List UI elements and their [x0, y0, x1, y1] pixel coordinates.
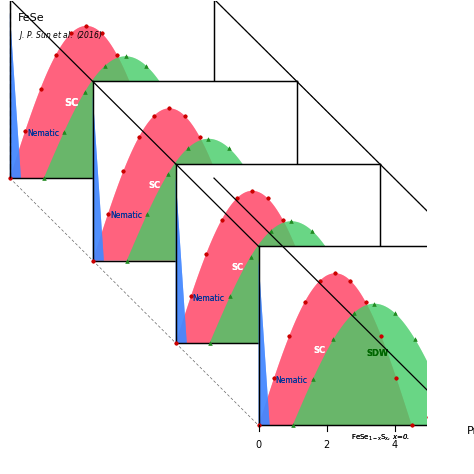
Polygon shape: [210, 221, 373, 343]
Polygon shape: [93, 96, 104, 261]
Text: SC: SC: [231, 264, 243, 273]
Polygon shape: [10, 26, 163, 178]
Text: $\mathrm{FeSe_{1-x}S_x}$, $x$=0.: $\mathrm{FeSe_{1-x}S_x}$, $x$=0.: [352, 433, 410, 443]
Polygon shape: [176, 191, 329, 343]
Text: $\mathrm{FeSe_{1-x}S_x}$, $x$=0.: $\mathrm{FeSe_{1-x}S_x}$, $x$=0.: [352, 433, 410, 443]
Polygon shape: [10, 0, 214, 178]
Polygon shape: [259, 273, 412, 426]
Text: SC: SC: [231, 264, 243, 273]
Text: SDW: SDW: [116, 101, 142, 111]
Polygon shape: [259, 246, 463, 426]
Text: SDW: SDW: [283, 267, 306, 276]
Polygon shape: [44, 56, 207, 178]
Polygon shape: [210, 221, 373, 343]
Text: SC: SC: [148, 181, 160, 190]
Polygon shape: [93, 109, 246, 261]
Text: Nematic: Nematic: [27, 129, 59, 138]
Polygon shape: [10, 26, 163, 178]
Polygon shape: [10, 13, 21, 178]
Polygon shape: [10, 13, 21, 178]
Polygon shape: [44, 56, 207, 178]
Polygon shape: [93, 109, 246, 261]
Text: Nematic: Nematic: [276, 376, 308, 385]
Text: SC: SC: [148, 181, 160, 190]
Text: Nematic: Nematic: [110, 211, 142, 220]
Text: SDW: SDW: [201, 184, 223, 193]
Polygon shape: [292, 304, 456, 426]
Polygon shape: [259, 261, 270, 426]
Text: FeSe: FeSe: [18, 12, 45, 23]
Text: SDW: SDW: [201, 184, 223, 193]
Polygon shape: [93, 82, 297, 261]
Text: Nematic: Nematic: [193, 294, 225, 303]
Text: Pr: Pr: [467, 427, 474, 437]
Text: Nematic: Nematic: [276, 376, 308, 385]
Text: SDW: SDW: [116, 101, 142, 111]
Polygon shape: [176, 178, 187, 343]
Polygon shape: [176, 178, 187, 343]
Text: $\mathrm{FeSe_{1-x}S_x}$, $x$=0.04: $\mathrm{FeSe_{1-x}S_x}$, $x$=0.04: [181, 268, 249, 278]
Polygon shape: [93, 96, 104, 261]
Text: $\mathrm{FeSe_{1-x}S_x}$, $x$=0.04: $\mathrm{FeSe_{1-x}S_x}$, $x$=0.04: [181, 268, 249, 278]
Polygon shape: [259, 273, 412, 426]
Text: $\mathrm{FeSe_{1-x}S_x}$, $x$=0.08: $\mathrm{FeSe_{1-x}S_x}$, $x$=0.08: [264, 350, 333, 361]
Text: $\mathrm{FeSe_{1-x}S_x}$, $x$=0.08: $\mathrm{FeSe_{1-x}S_x}$, $x$=0.08: [264, 350, 333, 361]
Text: SC: SC: [64, 98, 78, 108]
Text: SDW: SDW: [366, 349, 389, 358]
Text: SC: SC: [64, 98, 78, 108]
Text: Nematic: Nematic: [193, 294, 225, 303]
Polygon shape: [176, 191, 329, 343]
Polygon shape: [292, 304, 456, 426]
Text: SC: SC: [314, 346, 326, 355]
Polygon shape: [127, 139, 290, 261]
Text: SDW: SDW: [366, 349, 389, 358]
Text: SC: SC: [314, 346, 326, 355]
Polygon shape: [176, 164, 380, 343]
Text: J. P. Sun $et\ al.$ (2016): J. P. Sun $et\ al.$ (2016): [18, 29, 103, 43]
Polygon shape: [127, 139, 290, 261]
Text: 2: 2: [324, 439, 330, 450]
Text: Nematic: Nematic: [110, 211, 142, 220]
Text: 0: 0: [255, 439, 262, 450]
Text: SDW: SDW: [283, 267, 306, 276]
Text: 4: 4: [392, 439, 398, 450]
Text: Nematic: Nematic: [27, 129, 59, 138]
Polygon shape: [259, 261, 270, 426]
